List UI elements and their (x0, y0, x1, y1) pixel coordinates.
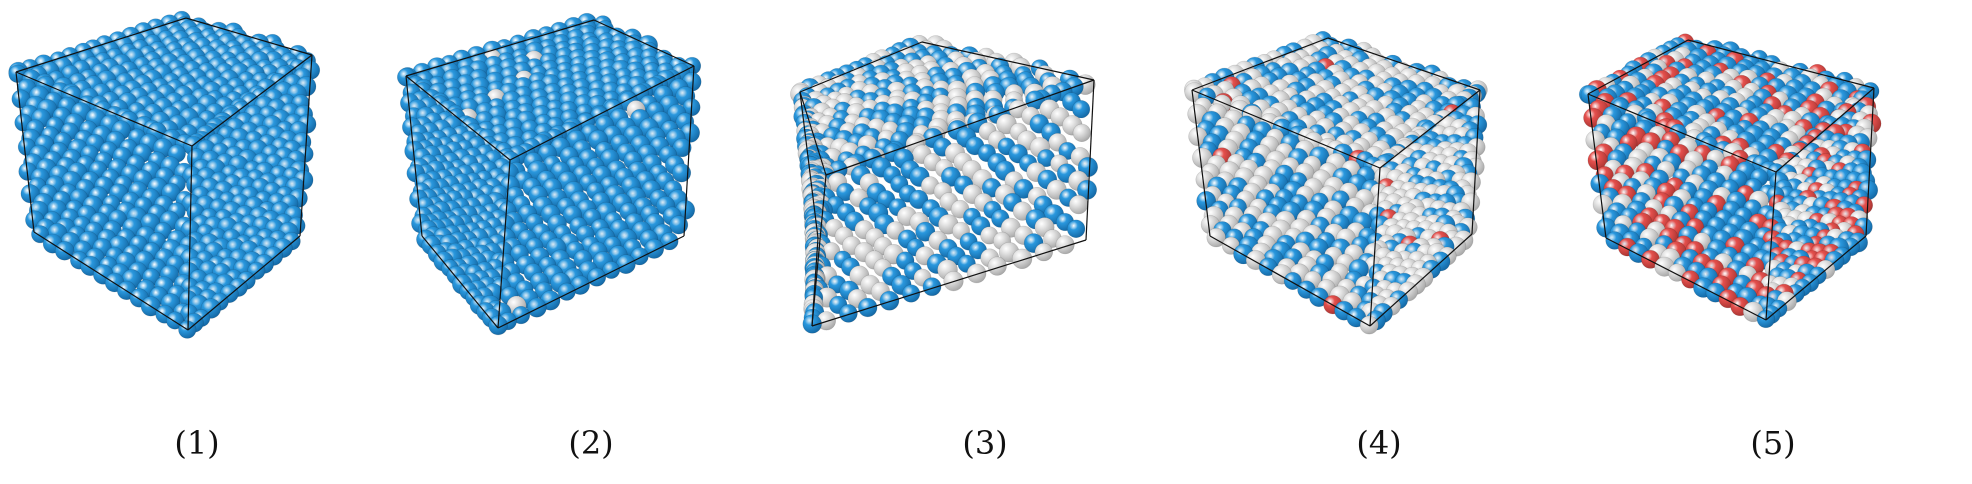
particle-cluster (8, 10, 321, 339)
particle-blue (839, 304, 858, 323)
box-edge (1369, 233, 1473, 327)
box-edge (1775, 87, 1875, 173)
panel-5: (5) (1576, 0, 1970, 484)
box-edge (1085, 79, 1095, 241)
particle-blue (1072, 100, 1091, 119)
box-edge (1605, 237, 1767, 321)
particle-blue (1076, 179, 1097, 200)
box-edge (405, 19, 595, 77)
box-edge (421, 235, 499, 329)
caption-3: (3) (962, 424, 1008, 462)
box-edge (1765, 235, 1867, 321)
box-edge (15, 71, 35, 233)
box-edge (1369, 167, 1381, 327)
box-edge (299, 54, 313, 237)
box-edge (811, 237, 819, 327)
box-edge (593, 19, 695, 67)
simulation-box-edges (15, 17, 313, 331)
box-edge (811, 174, 827, 327)
panel-4: (4) (1182, 0, 1576, 484)
box-edge (799, 91, 819, 239)
box-edge (15, 71, 193, 147)
box-edge (185, 17, 313, 56)
panel-3: (3) (788, 0, 1182, 484)
box-edge (33, 231, 189, 331)
simulation-box-edges (1587, 39, 1875, 321)
box-edge (825, 79, 1095, 176)
box-edge (1471, 89, 1481, 235)
particle-cluster (790, 35, 1099, 334)
box-edge (497, 235, 685, 329)
caption-1: (1) (174, 424, 220, 462)
particle-white (966, 263, 987, 284)
box-edge (1191, 37, 1329, 91)
cube-render-2 (397, 12, 702, 336)
particle-blue (922, 277, 942, 297)
box-edge (799, 41, 923, 93)
particle-blue (526, 297, 547, 318)
particle-white (1072, 123, 1091, 142)
particle-blue (671, 163, 692, 183)
caption-5: (5) (1750, 424, 1796, 462)
box-edge (187, 145, 193, 331)
particle-white (1011, 248, 1033, 269)
box-edge (1587, 93, 1607, 239)
box-edge (1379, 89, 1481, 169)
simulation-box-edges (1191, 37, 1481, 327)
simulation-box-edges (799, 41, 1095, 327)
particle-white (987, 256, 1007, 276)
box-edge (1191, 89, 1211, 237)
box-edge (811, 239, 1087, 327)
box-edge (1587, 93, 1777, 173)
particle-cluster (1578, 33, 1882, 329)
box-edge (15, 17, 187, 73)
particle-blue (669, 215, 689, 235)
caption-2: (2) (568, 424, 614, 462)
panel-2: (2) (394, 0, 788, 484)
box-edge (405, 75, 423, 237)
simulation-box-edges (405, 19, 695, 329)
cube-render-3 (790, 35, 1099, 334)
box-edge (509, 65, 695, 161)
box-edge (1191, 89, 1381, 169)
particle-cluster (397, 12, 702, 336)
particle-blue (587, 267, 607, 287)
box-edge (1765, 171, 1777, 321)
particle-blue (557, 282, 576, 301)
caption-4: (4) (1356, 424, 1402, 462)
particle-blue (901, 284, 921, 303)
box-edge (921, 41, 1095, 81)
particle-cluster (1184, 30, 1488, 335)
box-edge (799, 91, 827, 176)
particle-blue (857, 297, 878, 318)
panel-1: (1) (0, 0, 394, 484)
particle-white (1055, 235, 1075, 255)
box-edge (1209, 235, 1371, 327)
cube-render-4 (1184, 30, 1488, 335)
box-edge (683, 65, 695, 237)
particle-blue (879, 290, 900, 311)
particle-white (1034, 242, 1054, 262)
box-edge (1865, 87, 1875, 237)
particle-white (1069, 195, 1089, 215)
box-edge (187, 235, 301, 331)
box-edge (1587, 39, 1689, 95)
box-edge (405, 75, 511, 161)
box-edge (497, 159, 511, 329)
box-edge (191, 54, 313, 147)
box-edge (1327, 37, 1481, 91)
particle-blue (1066, 219, 1086, 239)
cube-render-1 (8, 10, 321, 339)
cube-render-5 (1578, 33, 1882, 329)
box-edge (1687, 39, 1875, 89)
